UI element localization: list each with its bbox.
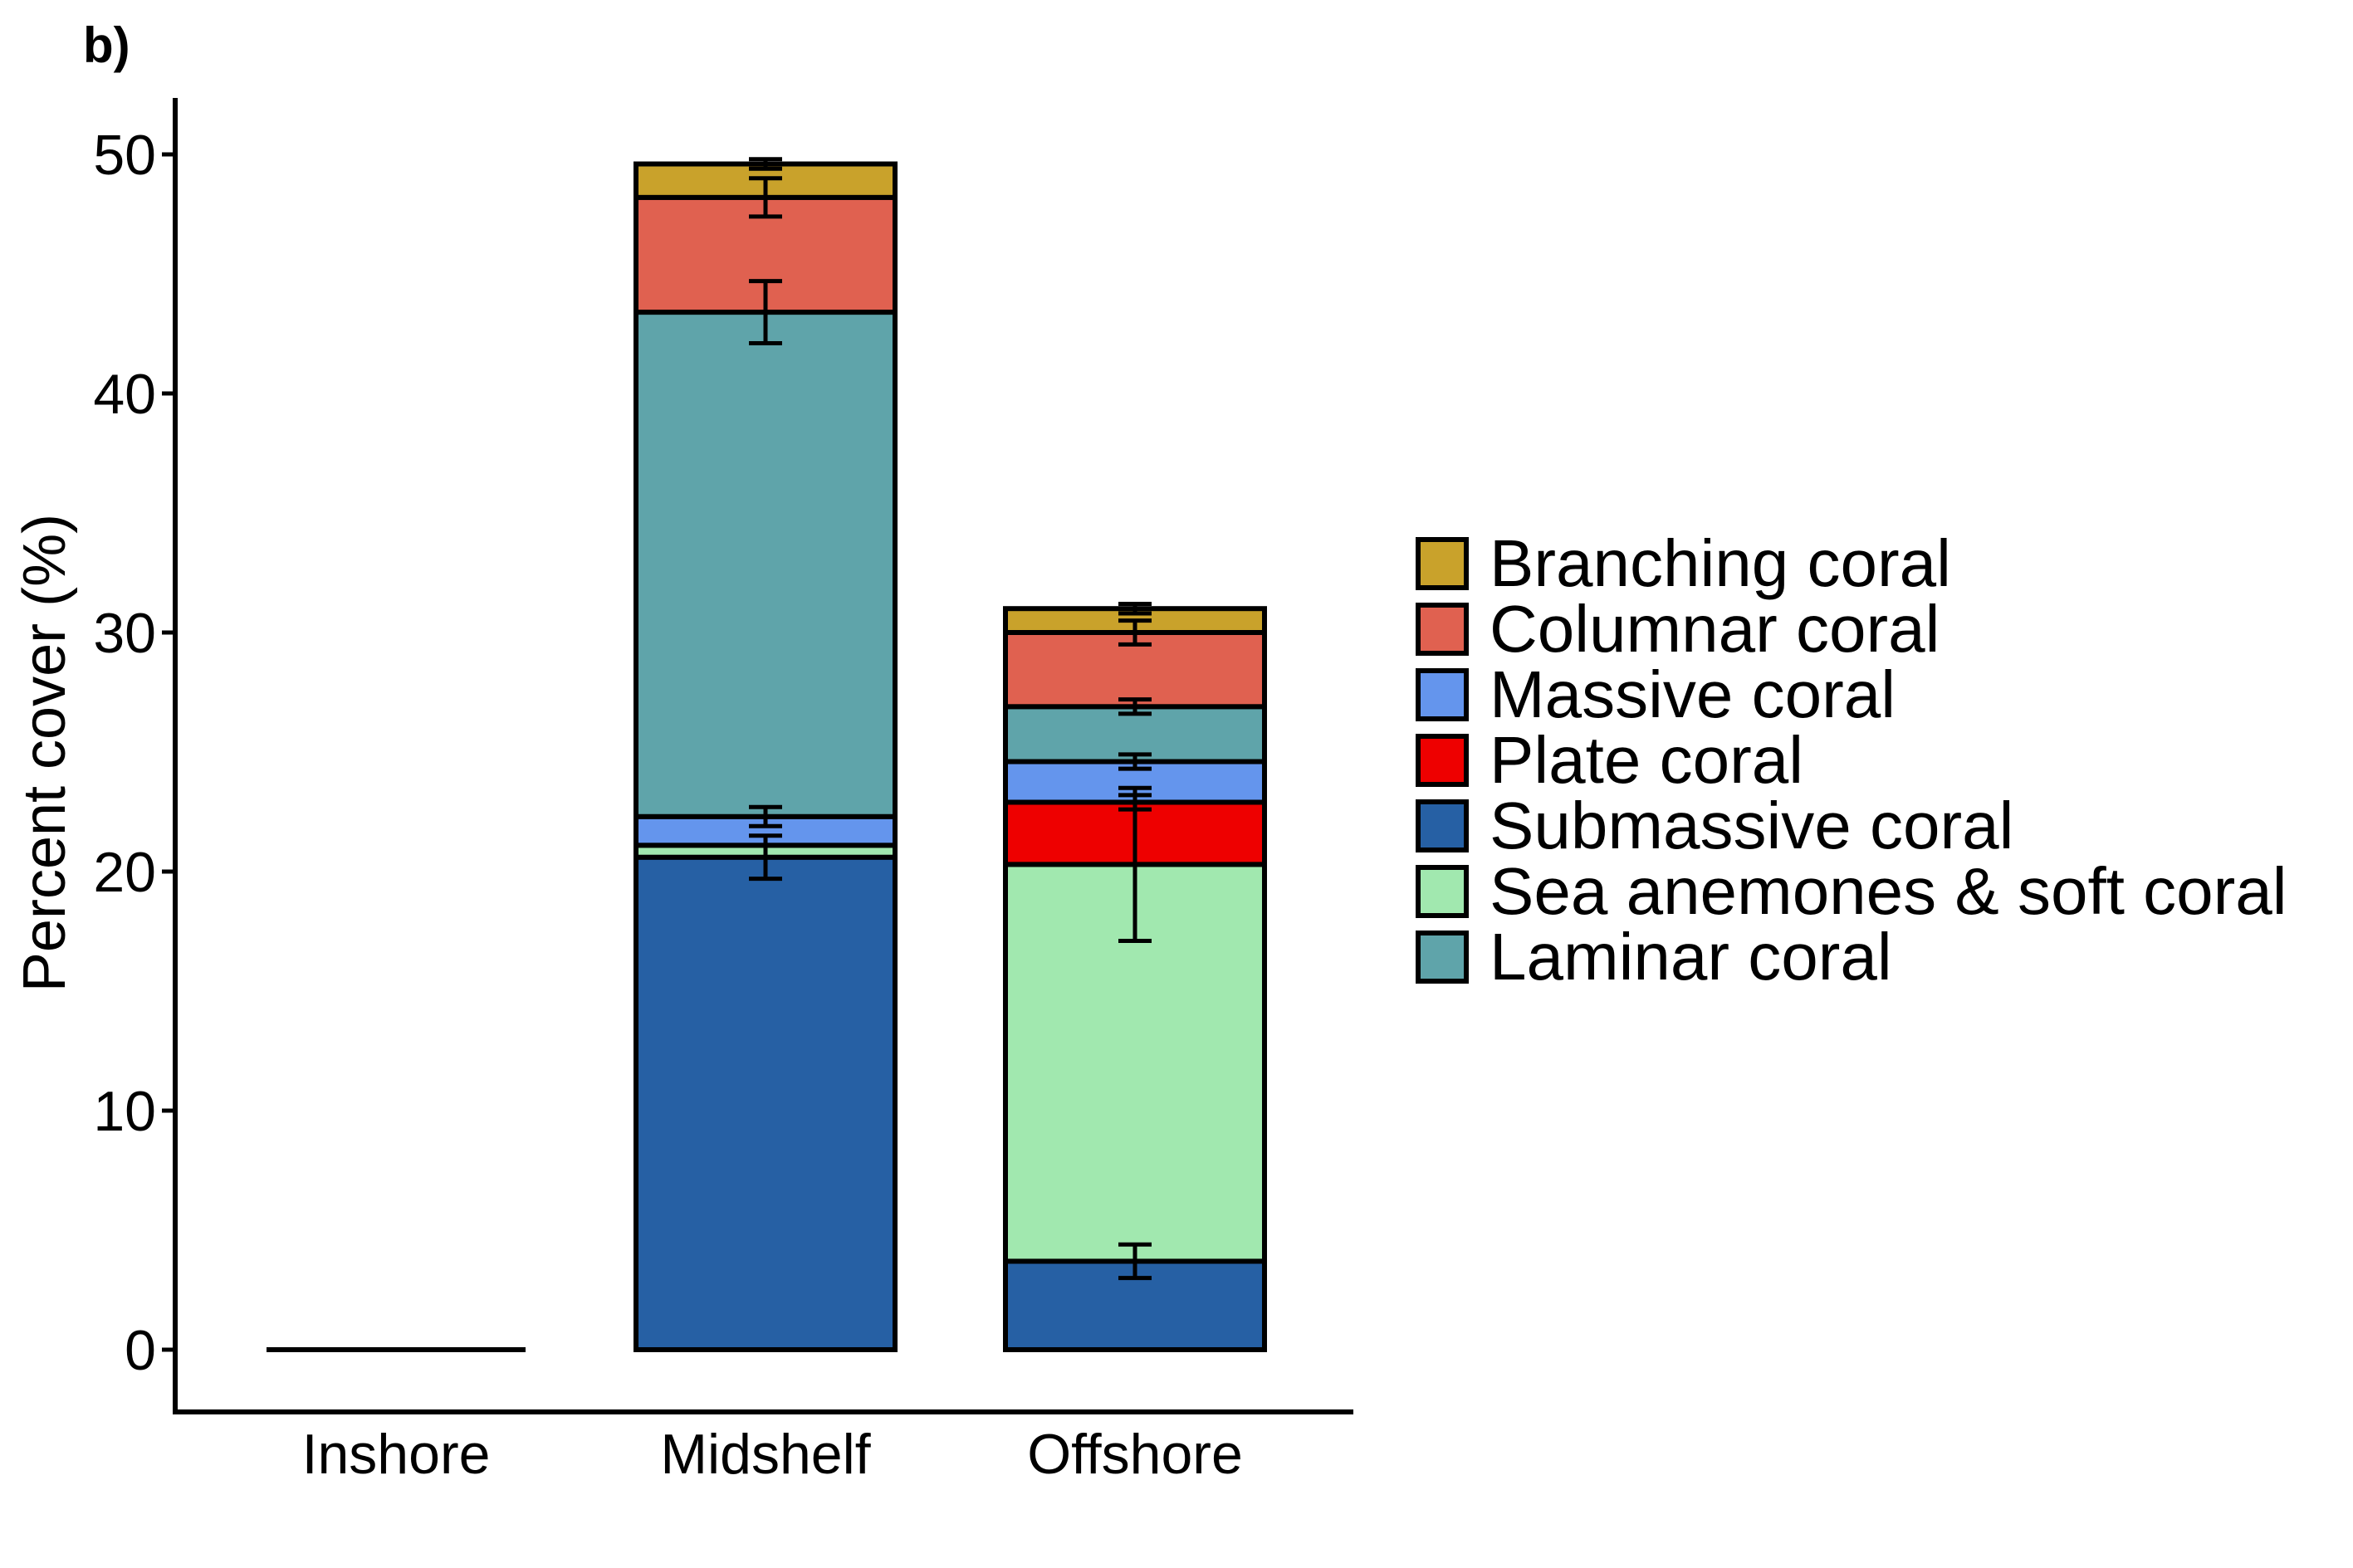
legend-item-sea-anemones-soft-coral: Sea anemones & soft coral xyxy=(1416,854,2287,928)
legend-swatch-laminar-coral xyxy=(1416,931,1469,984)
y-tick-label: 30 xyxy=(93,602,156,665)
error-bar-midshelf-laminar-coral xyxy=(749,279,782,346)
x-ticks: Inshore Midshelf Offshore xyxy=(302,1423,1243,1486)
legend-label-sea-anemones-soft-coral: Sea anemones & soft coral xyxy=(1490,854,2287,928)
legend-swatch-columnar-coral xyxy=(1416,603,1469,656)
x-tick-label-offshore: Offshore xyxy=(1027,1423,1243,1486)
axes xyxy=(173,98,1353,1414)
legend-item-submassive-coral: Submassive coral xyxy=(1416,789,2013,862)
bar-segment-midshelf-laminar-coral xyxy=(634,310,898,819)
y-tick-label: 20 xyxy=(93,841,156,904)
error-bar-offshore-branching-coral xyxy=(1118,601,1152,616)
y-axis-title: Percent cover (%) xyxy=(12,514,78,992)
error-bar-offshore-massive-coral xyxy=(1118,752,1152,771)
legend-item-branching-coral: Branching coral xyxy=(1416,526,1951,600)
y-tick-label: 0 xyxy=(125,1319,156,1382)
bar-segment-midshelf-submassive-coral xyxy=(634,854,898,1352)
legend-swatch-submassive-coral xyxy=(1416,799,1469,852)
legend-item-massive-coral: Massive coral xyxy=(1416,657,1896,731)
legend-item-plate-coral: Plate coral xyxy=(1416,723,1803,797)
x-tick-label-inshore: Inshore xyxy=(302,1423,491,1486)
legend-item-columnar-coral: Columnar coral xyxy=(1416,592,1940,666)
legend-swatch-plate-coral xyxy=(1416,734,1469,787)
legend-swatch-sea-anemones-soft-coral xyxy=(1416,865,1469,918)
error-bar-midshelf-massive-coral xyxy=(749,804,782,828)
error-bar-offshore-sea-anemones-soft-coral xyxy=(1118,785,1152,944)
error-bar-offshore-submassive-coral xyxy=(1118,1242,1152,1281)
y-ticks: 0 10 20 30 40 50 xyxy=(93,124,175,1382)
error-bar-midshelf-branching-coral xyxy=(749,157,782,171)
x-tick-label-midshelf: Midshelf xyxy=(660,1423,870,1486)
y-tick-label: 40 xyxy=(93,363,156,426)
panel-label: b) xyxy=(83,17,130,73)
legend-label-columnar-coral: Columnar coral xyxy=(1490,592,1940,666)
y-tick-label: 10 xyxy=(93,1080,156,1143)
legend-item-laminar-coral: Laminar coral xyxy=(1416,920,1892,994)
error-bar-midshelf-submassive-coral xyxy=(749,833,782,882)
legend-label-submassive-coral: Submassive coral xyxy=(1490,789,2013,862)
error-bar-offshore-plate-coral xyxy=(1118,793,1152,812)
legend-label-massive-coral: Massive coral xyxy=(1490,657,1896,731)
error-bar-midshelf-columnar-coral xyxy=(749,176,782,219)
error-bar-offshore-laminar-coral xyxy=(1118,697,1152,716)
legend-swatch-massive-coral xyxy=(1416,668,1469,721)
legend-label-branching-coral: Branching coral xyxy=(1490,526,1951,600)
legend-label-plate-coral: Plate coral xyxy=(1490,723,1803,797)
error-bar-offshore-columnar-coral xyxy=(1118,618,1152,647)
legend-label-laminar-coral: Laminar coral xyxy=(1490,920,1892,994)
plot-area xyxy=(267,157,1267,1352)
legend-swatch-branching-coral xyxy=(1416,537,1469,590)
y-tick-label: 50 xyxy=(93,124,156,187)
